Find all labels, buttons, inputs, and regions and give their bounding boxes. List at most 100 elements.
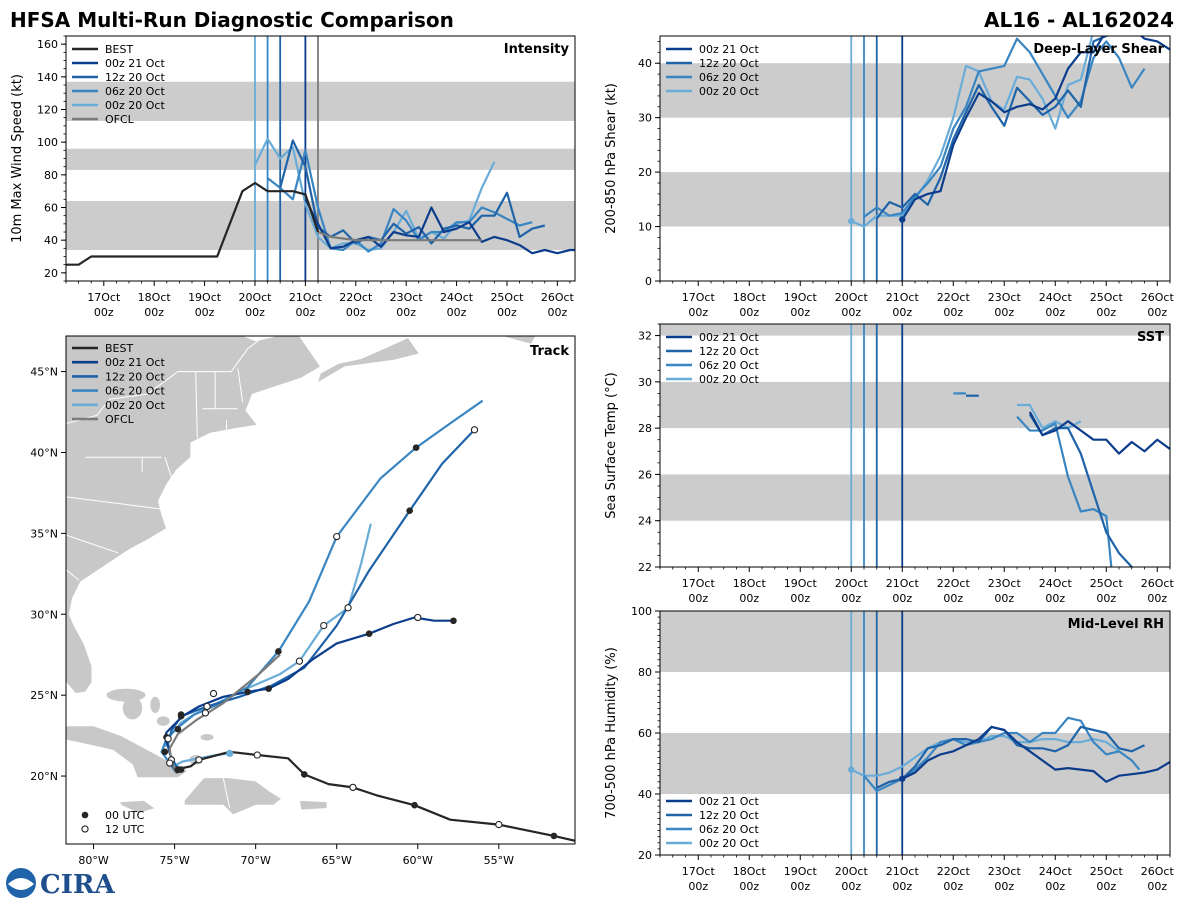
hispaniola-land: [183, 777, 283, 816]
intensity-xtick-sublabel-1: 00z: [144, 306, 164, 319]
track-legend-label-ofcl: OFCL: [105, 413, 135, 426]
rh-xtick-sublabel-5: 00z: [943, 880, 963, 893]
intensity-xtick-label-5: 22Oct: [339, 291, 373, 304]
rh-series-06z-20-oct: [863, 716, 1141, 793]
intensity-ytick-label-80: 80: [44, 169, 58, 182]
intensity-ytick-label-160: 160: [37, 38, 58, 51]
sst-xtick-sublabel-6: 00z: [994, 592, 1014, 605]
intensity-xtick-sublabel-9: 00z: [547, 306, 567, 319]
sst-xtick-label-4: 21Oct: [886, 577, 920, 590]
shear-ytick-label-10: 10: [638, 221, 652, 234]
track-legend-label-00z-20-oct: 00z 20 Oct: [105, 399, 165, 412]
track-point-00utc-0: [550, 832, 558, 840]
rh-xtick-sublabel-3: 00z: [841, 880, 861, 893]
shear-series-12z-20-oct: [875, 36, 1110, 220]
rh-xtick-label-1: 18Oct: [733, 865, 767, 878]
track-point-00utc-7: [174, 725, 182, 733]
track-point-12utc-6: [164, 735, 172, 743]
sst-xtick-label-2: 19Oct: [784, 577, 818, 590]
rh-series-12z-20-oct: [876, 725, 1145, 789]
shear-series-06z-20-oct: [863, 37, 1146, 218]
track-ytick-label-3: 35°N: [30, 527, 58, 540]
rh-marker-0: [848, 766, 855, 773]
sst-ytick-label-26: 26: [638, 468, 652, 481]
intensity-xtick-label-2: 19Oct: [188, 291, 222, 304]
shear-series-00z-21-oct: [901, 36, 1170, 221]
intensity-band-0: [66, 200, 575, 250]
track-point-12utc-7: [203, 702, 211, 711]
track-point-12utc-11: [320, 621, 328, 630]
sst-xtick-label-3: 20Oct: [835, 577, 869, 590]
track-panel: 80°W 75°W 70°W 65°W 60°W 55°W 20°N 25°N 30°N 35°N…: [30, 335, 576, 867]
intensity-ytick-label-140: 140: [37, 71, 58, 84]
nova-scotia-land: [316, 337, 421, 384]
shear-xtick-sublabel-6: 00z: [994, 306, 1014, 319]
track-point-00utc-10: [265, 685, 272, 692]
track-point-12utc-2: [253, 751, 261, 759]
sst-xtick-sublabel-0: 00z: [688, 592, 708, 605]
track-series-06z-20-oct: [160, 399, 484, 774]
sst-xtick-label-5: 22Oct: [937, 577, 971, 590]
intensity-series-12z-20-oct: [279, 139, 546, 245]
shear-title: Deep-Layer Shear: [1033, 42, 1164, 57]
track-point-00utc-16: [412, 444, 420, 451]
rh-band-1: [660, 611, 1170, 672]
rh-xtick-sublabel-9: 00z: [1147, 880, 1167, 893]
rh-xtick-label-6: 23Oct: [988, 865, 1022, 878]
track-point-00utc-4: [174, 766, 182, 773]
sst-xtick-sublabel-9: 00z: [1147, 592, 1167, 605]
figure-title: HFSA Multi-Run Diagnostic Comparison: [10, 8, 454, 32]
shear-plot-area: [660, 36, 1170, 281]
intensity-ytick-label-100: 100: [37, 136, 58, 149]
sst-plot-area: [660, 324, 1170, 567]
storm-id-title: AL16 - AL162024: [984, 8, 1174, 32]
shear-ytick-label-20: 20: [638, 166, 652, 179]
shear-xtick-label-0: 17Oct: [682, 291, 716, 304]
track-legend-label-best: BEST: [105, 342, 133, 355]
sst-xtick-label-6: 23Oct: [988, 577, 1022, 590]
shear-xtick-label-9: 26Oct: [1141, 291, 1175, 304]
intensity-xtick-label-0: 17Oct: [87, 291, 121, 304]
legend-00utc-marker: [81, 811, 89, 819]
land-border-0: [66, 336, 266, 425]
intensity-series-ofcl: [317, 230, 482, 242]
intensity-series-06z-20-oct: [266, 149, 533, 253]
rh-xtick-sublabel-0: 00z: [688, 880, 708, 893]
shear-legend-label-06z-20-oct: 06z 20 Oct: [699, 71, 759, 84]
track-title: Track: [530, 344, 569, 359]
intensity-ytick-label-40: 40: [44, 234, 58, 247]
shear-marker-1: [899, 216, 906, 223]
land-border-3: [66, 496, 162, 510]
sst-series-00z-20-oct: [1017, 403, 1082, 430]
newfoundland-land: [499, 336, 537, 345]
shear-xtick-sublabel-8: 00z: [1096, 306, 1116, 319]
shear-xtick-sublabel-9: 00z: [1147, 306, 1167, 319]
shear-xtick-label-6: 23Oct: [988, 291, 1022, 304]
shear-legend-label-00z-21-oct: 00z 21 Oct: [699, 43, 759, 56]
land-border-10: [237, 368, 244, 403]
rh-xtick-label-9: 26Oct: [1141, 865, 1175, 878]
intensity-panel: 20 40 60 80 100 120 140 160 17Oct 00z 18Oct 00z 19Oc…: [10, 35, 576, 319]
track-plot-area: [66, 336, 575, 842]
intensity-xtick-sublabel-7: 00z: [447, 306, 467, 319]
cira-logo-text: CIRA: [40, 870, 115, 900]
shear-marker-0: [848, 217, 855, 225]
track-point-12utc-12: [344, 604, 352, 612]
intensity-xtick-label-1: 18Oct: [138, 291, 172, 304]
shear-xtick-sublabel-2: 00z: [790, 306, 810, 319]
land-border-4: [66, 534, 119, 554]
shear-panel: 0 10 20 30 40 17Oct 00z 18Oct 00z 19Oct 00z 20Oct 00…: [604, 35, 1175, 319]
sst-xtick-sublabel-4: 00z: [892, 592, 912, 605]
track-xtick-label-4: 60°W: [403, 854, 433, 867]
bahamas-island-5: [200, 733, 214, 741]
puerto-rico-land: [298, 799, 328, 811]
land-border-6: [195, 371, 198, 438]
sst-ytick-label-32: 32: [638, 330, 652, 343]
intensity-xtick-sublabel-5: 00z: [346, 306, 366, 319]
track-point-12utc-5: [166, 759, 174, 767]
intensity-xtick-sublabel-8: 00z: [497, 306, 517, 319]
track-point-00utc-13: [365, 630, 373, 637]
intensity-legend-label-00z-21-oct: 00z 21 Oct: [105, 57, 165, 70]
sst-ytick-label-30: 30: [638, 376, 652, 389]
track-point-12utc-10: [295, 657, 304, 665]
